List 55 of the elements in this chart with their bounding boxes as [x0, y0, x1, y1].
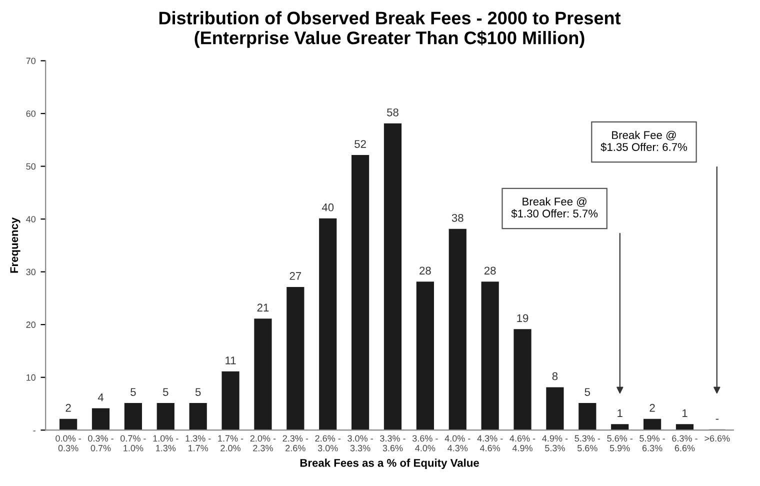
x-tick-label: 5.3% - 5.6%: [574, 435, 600, 452]
data-label: 38: [452, 214, 464, 222]
data-label: 28: [420, 266, 431, 275]
x-tick-label: 3.3% - 3.6%: [380, 435, 406, 452]
data-label: 2: [650, 404, 655, 412]
y-tick-label: 20: [26, 322, 36, 328]
annotation: Break Fee @ $1.30 Offer: 5.7%: [511, 197, 598, 218]
y-tick-label: 10: [26, 374, 36, 381]
annotation: Break Fee @ $1.35 Offer: 6.7%: [600, 130, 688, 152]
y-axis-title: Frequency: [10, 217, 20, 273]
chart-title: Distribution of Observed Break Fees - 2000 to Present (Enterprise Value Greater Than C$100 Million): [159, 11, 621, 48]
y-tick-label: 30: [26, 268, 36, 276]
x-tick-label: >6.6%: [704, 435, 730, 442]
data-label: 5: [130, 388, 136, 396]
x-tick-label: 2.0% - 2.3%: [250, 435, 276, 452]
data-label: 40: [322, 203, 334, 212]
data-label: 1: [618, 409, 622, 417]
data-label: 52: [354, 140, 366, 148]
data-label: 8: [552, 372, 558, 380]
x-tick-label: 6.3% - 6.6%: [672, 435, 698, 452]
data-label: 19: [517, 314, 528, 322]
y-tick-label: 40: [26, 216, 36, 222]
x-tick-label: 1.0% - 1.3%: [153, 435, 178, 452]
data-label: 2: [66, 404, 71, 412]
data-label: 21: [257, 304, 269, 312]
data-label: 5: [195, 388, 201, 396]
data-label: 4: [98, 394, 104, 402]
x-tick-label: 4.0% - 4.3%: [444, 435, 470, 452]
x-tick-label: 1.3% - 1.7%: [186, 435, 211, 452]
x-tick-label: 3.0% - 3.3%: [348, 435, 373, 452]
x-tick-label: 4.3% - 4.6%: [477, 435, 503, 452]
data-label: 58: [387, 108, 398, 116]
x-tick-label: 1.7% - 2.0%: [218, 435, 244, 452]
y-tick-label: 60: [26, 110, 36, 117]
data-label: 5: [584, 388, 590, 396]
x-tick-label: 3.6% - 4.0%: [412, 435, 438, 452]
x-tick-label: 5.9% - 6.3%: [640, 435, 665, 452]
data-label: 11: [226, 356, 236, 364]
x-axis-title: Break Fees as a % of Equity Value: [300, 458, 479, 470]
data-label: 27: [290, 272, 302, 280]
x-tick-label: 4.6% - 4.9%: [510, 435, 536, 452]
y-tick-label: 70: [26, 58, 36, 64]
y-tick-label: 50: [26, 163, 36, 170]
data-label: 5: [162, 388, 168, 396]
x-tick-label: 2.3% - 2.6%: [282, 435, 308, 452]
x-tick-label: 4.9% - 5.3%: [542, 435, 568, 452]
data-label: 28: [484, 266, 496, 275]
x-tick-label: 0.7% - 1.0%: [120, 435, 146, 452]
data-label: 1: [682, 409, 688, 417]
x-tick-label: 5.6% - 5.9%: [607, 435, 632, 452]
data-label: -: [716, 418, 719, 420]
y-tick-label: -: [33, 430, 36, 432]
x-tick-label: 0.0% - 0.3%: [56, 435, 81, 452]
x-tick-label: 2.6% - 3.0%: [315, 435, 341, 452]
x-tick-label: 0.3% - 0.7%: [88, 435, 114, 452]
